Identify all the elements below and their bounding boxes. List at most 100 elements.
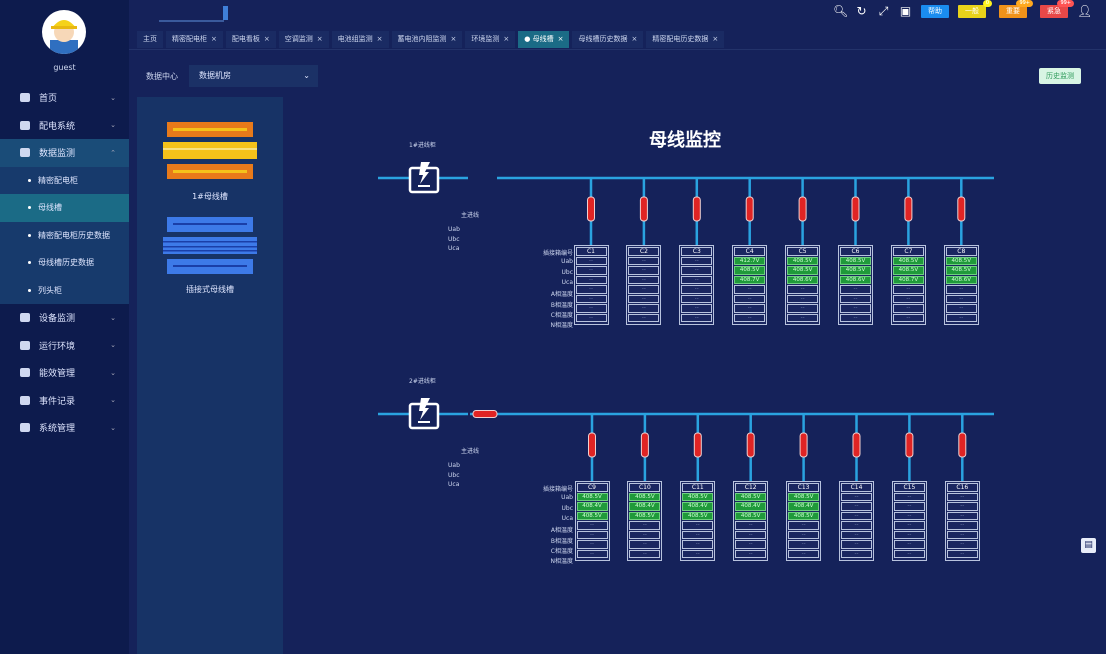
plug-box-C15[interactable]: C15 -- -- -- -- -- -- -- bbox=[891, 481, 927, 561]
history-button[interactable]: 历史监测 bbox=[1039, 68, 1081, 84]
sidebar-item-7[interactable]: 系统管理 ⌄ bbox=[0, 414, 129, 442]
sidebar-item-label: 数据监测 bbox=[39, 149, 76, 160]
tab[interactable]: 精密配电历史数据 × bbox=[646, 31, 725, 48]
busway-orange-icon bbox=[163, 122, 257, 179]
box-value: 408.5V bbox=[840, 256, 871, 265]
close-icon[interactable]: × bbox=[450, 35, 457, 43]
sidebar-item-1[interactable]: 配电系统 ⌄ bbox=[0, 112, 129, 140]
branch-fuse-icon bbox=[587, 196, 595, 222]
plug-box-C8[interactable]: C8 408.5V 408.5V 408.6V -- -- -- -- bbox=[943, 245, 979, 325]
row-label: Ubc bbox=[561, 504, 574, 512]
breaker-base bbox=[418, 185, 430, 187]
box-value: 408.5V bbox=[629, 511, 661, 520]
top-bar: 🔍︎ ↻ ⤢ ▣ 帮助 一般 0 重要 99+ 紧急 99+ 👤︎ bbox=[129, 0, 1106, 28]
fullscreen-icon[interactable]: ⤢ bbox=[878, 4, 889, 18]
plug-box-C2[interactable]: C2 -- -- -- -- -- -- -- bbox=[626, 245, 662, 325]
sidebar-item-0[interactable]: 首页 ⌄ bbox=[0, 84, 129, 112]
plug-box-C7[interactable]: C7 408.5V 408.5V 408.7V -- -- -- -- bbox=[890, 245, 926, 325]
user-icon[interactable]: 👤︎ bbox=[1077, 4, 1093, 18]
lightning-icon bbox=[419, 398, 430, 420]
tab[interactable]: 环境监测 × bbox=[465, 31, 516, 48]
close-icon[interactable]: × bbox=[211, 35, 217, 43]
alarm-button[interactable]: 紧急 99+ bbox=[1040, 0, 1074, 18]
tab[interactable]: ● 母线槽 × bbox=[518, 31, 570, 48]
alarm-label: 重要 bbox=[1006, 7, 1020, 15]
box-value: -- bbox=[575, 313, 607, 322]
plug-box-C4[interactable]: C4 412.7V 408.5V 408.7V -- -- -- -- bbox=[732, 245, 768, 325]
close-icon[interactable]: × bbox=[316, 35, 323, 43]
box-value: -- bbox=[576, 540, 608, 549]
select-value: 数据机房 bbox=[199, 71, 231, 80]
alarm-button[interactable]: 重要 99+ bbox=[999, 0, 1033, 18]
tab[interactable]: 配电看板 × bbox=[225, 31, 276, 48]
box-value: -- bbox=[681, 313, 713, 322]
box-value: 408.7V bbox=[734, 275, 766, 284]
chevron-down-icon: ⌄ bbox=[110, 313, 116, 322]
sidebar-item-4[interactable]: 运行环境 ⌄ bbox=[0, 332, 129, 360]
tab[interactable]: 母线槽历史数据 × bbox=[572, 31, 644, 48]
screen-icon[interactable]: ▣ bbox=[899, 4, 912, 18]
alarm-button[interactable]: 一般 0 bbox=[958, 0, 992, 18]
box-value: -- bbox=[893, 511, 925, 520]
row-label: 插接箱编号 bbox=[542, 250, 573, 257]
plug-box-C6[interactable]: C6 408.5V 408.5V 408.6V -- -- -- -- bbox=[838, 245, 873, 325]
tab[interactable]: 精密配电柜 × bbox=[166, 31, 223, 48]
submenu-item[interactable]: 母线槽历史数据 bbox=[0, 249, 129, 277]
box-value: 408.5V bbox=[840, 266, 871, 275]
plug-box-C16[interactable]: C16 -- -- -- -- -- -- -- bbox=[944, 481, 980, 561]
plug-box-C1[interactable]: C1 -- -- -- -- -- -- -- bbox=[573, 245, 609, 325]
plug-box-C5[interactable]: C5 408.5V 408.5V 408.6V -- -- -- -- bbox=[785, 245, 821, 325]
tab[interactable]: 空调监测 × bbox=[278, 31, 329, 48]
close-icon[interactable]: × bbox=[263, 35, 270, 43]
close-icon[interactable]: × bbox=[503, 35, 510, 43]
submenu-item[interactable]: 精密配电柜 bbox=[0, 167, 129, 195]
box-value: -- bbox=[841, 492, 872, 501]
sidebar-item-5[interactable]: 能效管理 ⌄ bbox=[0, 359, 129, 387]
row-label: A相温度 bbox=[550, 527, 573, 535]
box-value: -- bbox=[946, 511, 978, 520]
plug-box-C11[interactable]: C11 408.5V 408.4V 408.5V -- -- -- -- bbox=[680, 481, 716, 561]
float-tool-button[interactable]: ▤ bbox=[1081, 538, 1096, 553]
box-value: 408.4V bbox=[576, 502, 608, 511]
avatar[interactable] bbox=[42, 10, 86, 54]
box-value: -- bbox=[787, 285, 819, 294]
sidebar-item-6[interactable]: 事件记录 ⌄ bbox=[0, 387, 129, 415]
close-icon[interactable]: × bbox=[557, 35, 564, 43]
plug-box-C3[interactable]: C3 -- -- -- -- -- -- -- bbox=[679, 245, 715, 325]
box-value: -- bbox=[628, 313, 660, 322]
refresh-icon[interactable]: ↻ bbox=[856, 4, 867, 18]
box-id: C2 bbox=[628, 247, 660, 256]
tab[interactable]: 主页 bbox=[137, 31, 163, 48]
close-icon[interactable]: × bbox=[712, 35, 719, 43]
box-id: C11 bbox=[682, 483, 714, 492]
box-value: -- bbox=[734, 294, 766, 303]
plug-box-C12[interactable]: C12 408.5V 408.4V 408.5V -- -- -- -- bbox=[733, 481, 769, 561]
submenu-item[interactable]: 母线槽 bbox=[0, 194, 129, 222]
chevron-down-icon: ⌄ bbox=[110, 368, 116, 377]
plug-box-C14[interactable]: C14 -- -- -- -- -- -- -- bbox=[839, 481, 874, 561]
sidebar-item-3[interactable]: 设备监测 ⌄ bbox=[0, 304, 129, 332]
data-center-select[interactable]: 数据机房 ⌄ bbox=[189, 65, 318, 87]
row-label: A相温度 bbox=[550, 291, 573, 299]
tab[interactable]: 蓄电池内阻监测 × bbox=[391, 31, 463, 48]
plug-box-C13[interactable]: C13 408.5V 408.4V 408.5V -- -- -- -- bbox=[786, 481, 822, 561]
box-value: -- bbox=[893, 502, 925, 511]
help-button[interactable]: 帮助 bbox=[921, 5, 949, 18]
submenu-item[interactable]: 精密配电柜历史数据 bbox=[0, 222, 129, 250]
box-value: -- bbox=[575, 256, 607, 265]
submenu-item[interactable]: 列头柜 bbox=[0, 277, 129, 305]
sidebar-item-2[interactable]: 数据监测 ⌃ bbox=[0, 139, 129, 167]
box-value: -- bbox=[841, 540, 872, 549]
close-icon[interactable]: × bbox=[631, 35, 638, 43]
box-value: -- bbox=[893, 540, 925, 549]
tab[interactable]: 电池组监测 × bbox=[331, 31, 389, 48]
branch-fuse-icon bbox=[693, 432, 702, 458]
close-icon[interactable]: × bbox=[376, 35, 383, 43]
row-label: Ubc bbox=[561, 268, 574, 276]
search-icon[interactable]: 🔍︎ bbox=[833, 4, 849, 18]
plug-box-C10[interactable]: C10 408.5V 408.4V 408.5V -- -- -- -- bbox=[627, 481, 663, 561]
plug-box-C9[interactable]: C9 408.5V 408.4V 408.5V -- -- -- -- bbox=[574, 481, 610, 561]
box-id: C1 bbox=[575, 247, 607, 256]
box-value: -- bbox=[681, 304, 713, 313]
box-value: -- bbox=[946, 530, 978, 539]
